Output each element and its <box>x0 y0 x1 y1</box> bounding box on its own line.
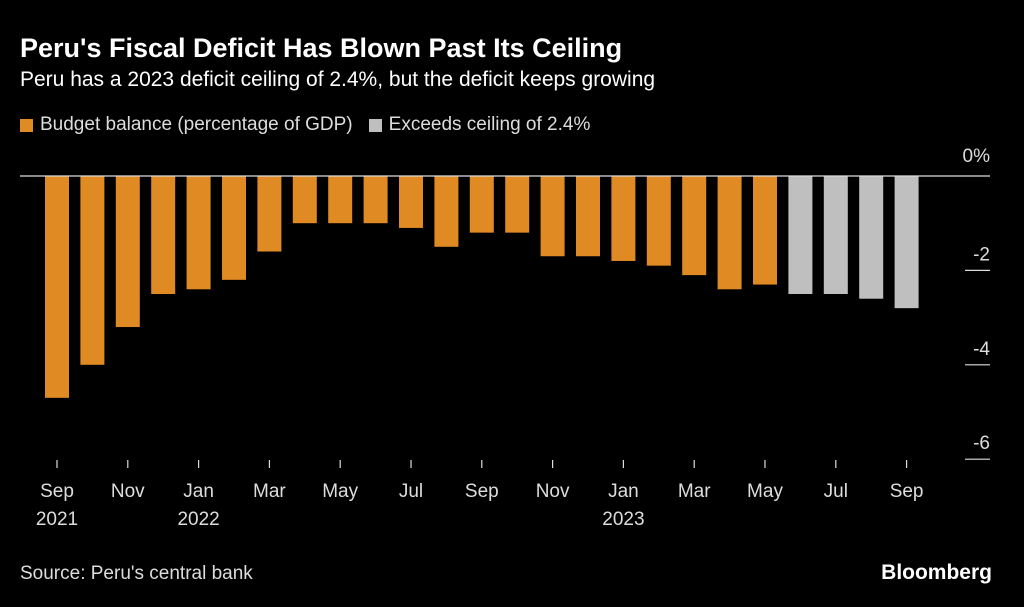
x-tick-year: 2022 <box>177 509 219 530</box>
x-tick-label: Nov <box>111 481 145 502</box>
bar-21 <box>788 176 813 294</box>
y-tick-label: -6 <box>973 433 990 454</box>
legend-item-exceeds-ceiling: Exceeds ceiling of 2.4% <box>368 114 591 136</box>
x-tick-label: Sep <box>890 481 924 502</box>
x-tick-label: May <box>747 481 783 502</box>
legend-swatch-gray <box>368 118 382 132</box>
bar-14 <box>540 176 565 257</box>
bar-0 <box>45 176 69 398</box>
source-note: Source: Peru's central bank <box>20 563 253 584</box>
x-tick-label: Jan <box>183 481 214 502</box>
legend-item-budget-balance: Budget balance (percentage of GDP) <box>20 114 353 136</box>
bar-16 <box>611 176 636 261</box>
x-tick-label: Mar <box>253 481 286 502</box>
bar-15 <box>576 176 600 257</box>
bar-1 <box>80 176 105 365</box>
bar-13 <box>505 176 530 233</box>
legend-label: Exceeds ceiling of 2.4% <box>388 114 591 135</box>
y-tick-label: -4 <box>973 339 990 360</box>
x-tick-label: Sep <box>40 481 74 502</box>
bar-19 <box>717 176 742 290</box>
legend: Budget balance (percentage of GDP) Excee… <box>20 114 606 136</box>
bar-11 <box>434 176 459 247</box>
bar-3 <box>151 176 176 294</box>
bar-5 <box>222 176 246 280</box>
legend-label: Budget balance (percentage of GDP) <box>40 114 353 135</box>
chart-subtitle: Peru has a 2023 deficit ceiling of 2.4%,… <box>20 68 656 91</box>
bar-23 <box>859 176 884 299</box>
bar-6 <box>257 176 282 252</box>
x-tick-label: Jan <box>608 481 639 502</box>
x-tick-label: Mar <box>678 481 711 502</box>
bar-4 <box>186 176 211 290</box>
bar-12 <box>469 176 494 233</box>
bar-8 <box>328 176 353 224</box>
x-tick-year: 2023 <box>602 509 644 530</box>
x-tick-label: Jul <box>399 481 423 502</box>
chart-title: Peru's Fiscal Deficit Has Blown Past Its… <box>20 33 623 63</box>
bar-7 <box>292 176 317 224</box>
legend-swatch-orange <box>20 118 33 132</box>
bar-24 <box>894 176 919 309</box>
x-tick-label: Sep <box>465 481 499 502</box>
bar-2 <box>115 176 140 328</box>
y-tick-label: -2 <box>973 244 990 265</box>
x-tick-label: May <box>322 481 358 502</box>
x-tick-year: 2021 <box>36 509 78 530</box>
bar-9 <box>363 176 388 224</box>
bar-18 <box>682 176 707 276</box>
y-tick-label: 0% <box>963 146 991 167</box>
bar-22 <box>823 176 848 294</box>
bar-17 <box>646 176 671 266</box>
bar-20 <box>753 176 777 285</box>
bloomberg-logo: Bloomberg <box>881 561 992 584</box>
bar-10 <box>399 176 423 228</box>
x-tick-label: Nov <box>536 481 570 502</box>
x-tick-label: Jul <box>824 481 848 502</box>
